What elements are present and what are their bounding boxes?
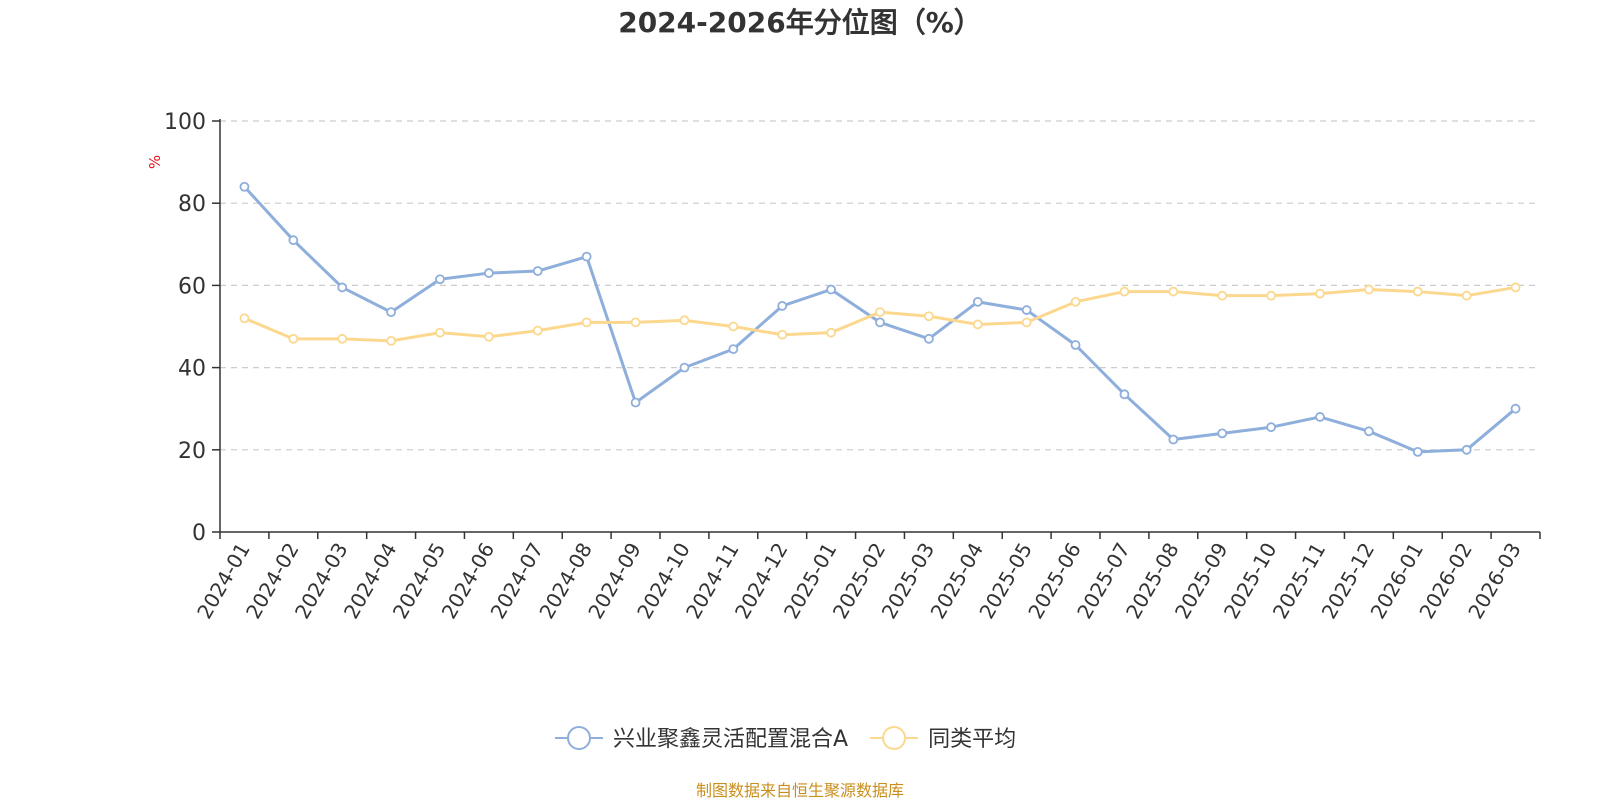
data-point bbox=[1461, 444, 1472, 455]
data-point bbox=[1412, 286, 1423, 297]
y-tick-label: 80 bbox=[178, 192, 206, 217]
axes bbox=[212, 119, 1541, 539]
data-point bbox=[777, 329, 788, 340]
data-point bbox=[239, 181, 250, 192]
data-point bbox=[826, 327, 837, 338]
data-point bbox=[1217, 290, 1228, 301]
data-point bbox=[532, 266, 543, 276]
data-point bbox=[630, 317, 641, 328]
data-point bbox=[1412, 446, 1423, 457]
data-point bbox=[239, 313, 250, 324]
legend-swatch-marker bbox=[567, 726, 591, 750]
y-tick-label: 0 bbox=[192, 521, 206, 546]
data-point bbox=[1070, 296, 1081, 307]
chart-title: 2024-2026年分位图（%） bbox=[618, 6, 982, 39]
data-point bbox=[728, 321, 739, 332]
legend-item-2[interactable]: 同类平均 bbox=[870, 726, 1016, 752]
data-point bbox=[1021, 317, 1032, 328]
data-point bbox=[288, 235, 299, 246]
data-point bbox=[1070, 340, 1081, 350]
data-point bbox=[1266, 290, 1277, 301]
legend-item-1[interactable]: 兴业聚鑫灵活配置混合A bbox=[555, 726, 848, 752]
data-point bbox=[1217, 428, 1228, 439]
data-point bbox=[679, 315, 690, 326]
data-point bbox=[679, 362, 690, 373]
data-source-note: 制图数据来自恒生聚源数据库 bbox=[696, 781, 904, 800]
data-point bbox=[972, 296, 983, 307]
data-point bbox=[483, 268, 494, 278]
data-point bbox=[630, 397, 641, 408]
data-point bbox=[923, 311, 934, 322]
data-point bbox=[777, 301, 788, 311]
y-tick-label: 100 bbox=[164, 110, 206, 135]
x-tick-labels: 2024-012024-022024-032024-042024-052024-… bbox=[192, 539, 1526, 623]
data-point bbox=[1266, 422, 1277, 433]
y-tick-label: 40 bbox=[178, 357, 206, 382]
data-point bbox=[1510, 282, 1521, 293]
series-lines bbox=[239, 181, 1521, 457]
data-point bbox=[1461, 290, 1472, 301]
data-point bbox=[435, 327, 445, 338]
data-point bbox=[875, 317, 885, 328]
data-point bbox=[337, 333, 348, 344]
y-axis-unit-label: % bbox=[146, 155, 164, 169]
legend-label: 兴业聚鑫灵活配置混合A bbox=[613, 727, 848, 752]
data-point bbox=[923, 333, 934, 344]
legend[interactable]: 兴业聚鑫灵活配置混合A 同类平均 bbox=[555, 726, 1016, 752]
data-point bbox=[581, 317, 592, 328]
legend-label: 同类平均 bbox=[928, 727, 1016, 752]
data-point bbox=[728, 344, 739, 355]
data-point bbox=[1315, 412, 1325, 422]
data-point bbox=[1363, 284, 1374, 295]
data-point bbox=[826, 284, 837, 295]
gridlines bbox=[220, 120, 1540, 451]
data-point bbox=[435, 274, 445, 285]
legend-swatch-marker bbox=[882, 726, 907, 750]
data-point bbox=[1119, 286, 1130, 297]
data-point bbox=[1510, 403, 1521, 414]
data-point bbox=[1168, 434, 1179, 445]
data-point bbox=[1363, 426, 1374, 437]
data-point bbox=[337, 282, 348, 293]
data-point bbox=[386, 307, 397, 318]
data-point bbox=[875, 307, 885, 318]
data-point bbox=[1315, 288, 1325, 299]
data-point bbox=[1021, 305, 1032, 315]
data-point bbox=[1168, 286, 1179, 297]
data-point bbox=[972, 319, 983, 330]
data-point bbox=[483, 331, 494, 342]
data-point bbox=[532, 325, 543, 336]
y-tick-label: 20 bbox=[178, 439, 206, 464]
data-point bbox=[581, 251, 592, 262]
data-point bbox=[386, 335, 397, 346]
y-tick-labels: 0 20 40 60 80 100 bbox=[164, 110, 206, 546]
data-point bbox=[288, 333, 299, 344]
y-tick-label: 60 bbox=[178, 274, 206, 299]
data-point bbox=[1119, 389, 1130, 400]
